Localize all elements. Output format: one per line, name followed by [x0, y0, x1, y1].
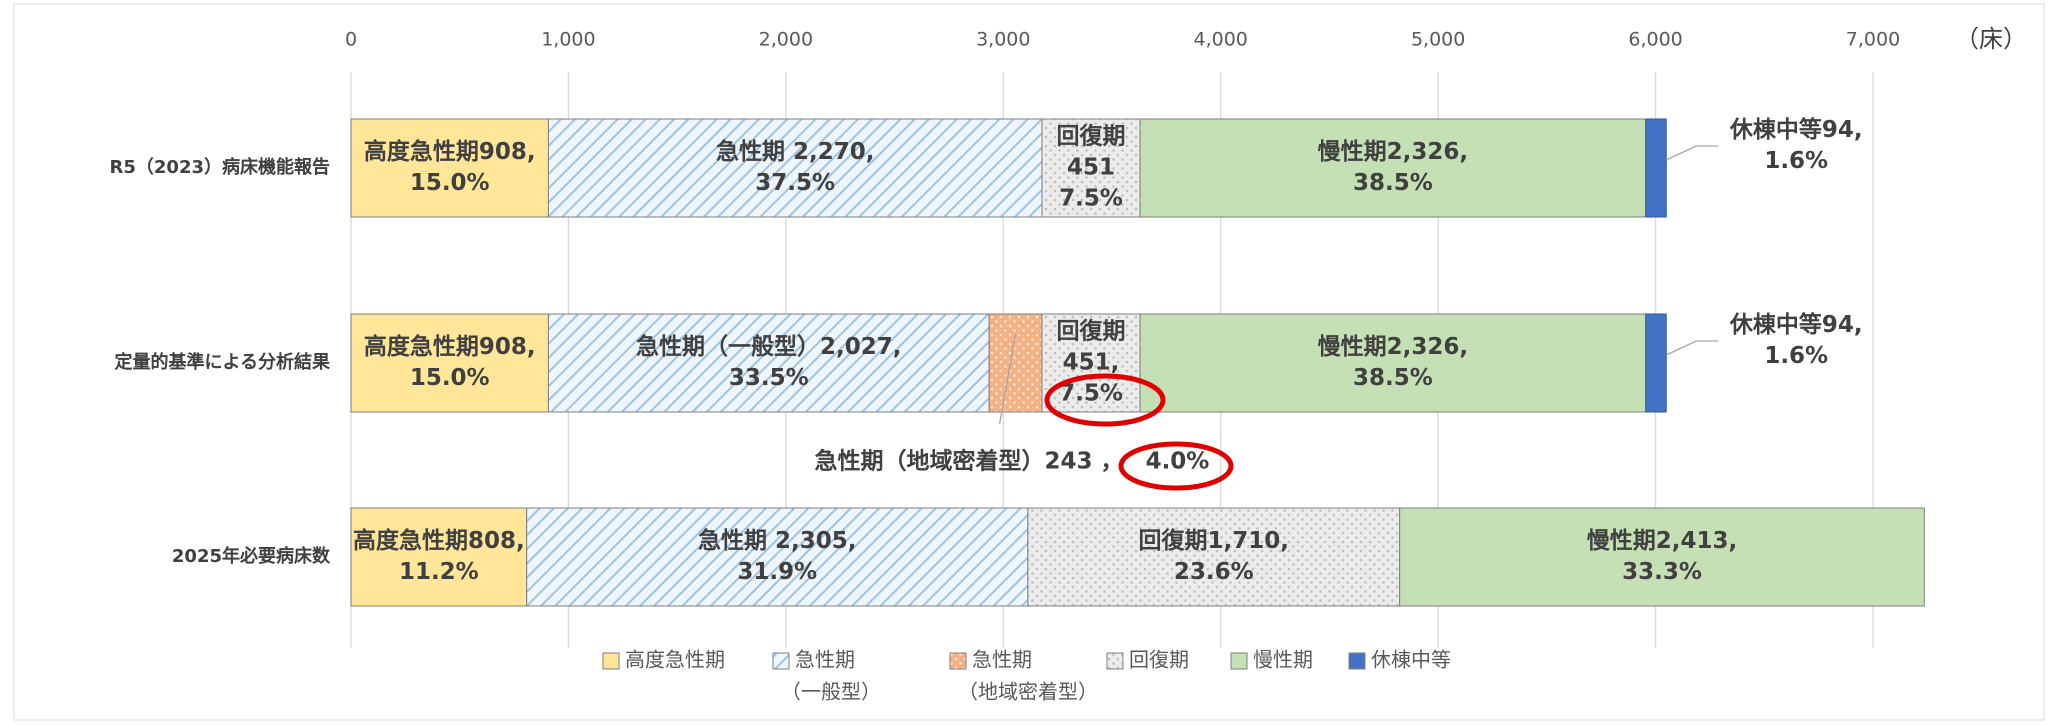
leader-line	[998, 333, 1017, 425]
x-tick-label: 1,000	[541, 29, 595, 51]
frame	[13, 3, 2045, 721]
x-tick-label: 7,000	[1846, 29, 1900, 51]
bar-segment	[350, 313, 549, 413]
x-tick-label: 2,000	[759, 29, 813, 51]
category-label: 2025年必要病床数	[172, 545, 331, 567]
value-label: 7.5%	[1059, 381, 1123, 407]
value-label: 休棟中等94,	[1729, 311, 1863, 338]
value-label: 慢性期2,413,	[1587, 527, 1738, 554]
legend-swatch	[1348, 652, 1366, 670]
highlight-circle	[1044, 373, 1166, 427]
value-label: 慢性期2,326,	[1318, 333, 1469, 360]
value-label: 11.2%	[399, 559, 479, 585]
value-label: 高度急性期908,	[364, 138, 536, 165]
bar-segment	[526, 507, 1029, 607]
value-label: 1.6%	[1764, 148, 1828, 174]
value-label: 高度急性期808,	[353, 527, 525, 554]
leader-line	[1665, 340, 1719, 356]
leader-line	[1665, 145, 1719, 161]
legend-label: 高度急性期	[625, 648, 725, 672]
highlight-circle	[1118, 441, 1234, 491]
axis-unit: （床）	[1955, 25, 2027, 53]
x-tick-label: 5,000	[1411, 29, 1465, 51]
legend-swatch	[772, 652, 790, 670]
bar-segment	[1645, 118, 1667, 218]
value-label: 33.3%	[1622, 559, 1702, 585]
value-label: 急性期 2,305,	[698, 527, 857, 554]
bar-segment	[1139, 118, 1647, 218]
legend-label: （一般型）	[781, 680, 881, 704]
value-label: 451,	[1063, 350, 1120, 376]
value-label: 38.5%	[1353, 365, 1433, 391]
value-label: 7.5%	[1059, 186, 1123, 212]
value-label: 回復期1,710,	[1139, 527, 1290, 554]
x-tick-label: 4,000	[1194, 29, 1248, 51]
value-label: 1.6%	[1764, 343, 1828, 369]
value-label: 急性期（一般型）2,027,	[636, 333, 902, 360]
bar-segment	[988, 313, 1043, 413]
value-label: 15.0%	[410, 170, 490, 196]
value-label: 急性期 2,270,	[716, 138, 875, 165]
bar-segment	[1645, 313, 1667, 413]
value-label: 急性期（地域密着型）243 ，	[815, 448, 1124, 475]
bar-segment	[1041, 118, 1141, 218]
x-tick-label: 3,000	[976, 29, 1030, 51]
legend-swatch	[1230, 652, 1248, 670]
legend-label: （地域密着型）	[958, 680, 1098, 704]
bar-segment	[1027, 507, 1401, 607]
bar-segment	[1399, 507, 1925, 607]
value-label: 38.5%	[1353, 170, 1433, 196]
value-label: 高度急性期908,	[364, 333, 536, 360]
legend-label: 急性期	[972, 648, 1032, 672]
bar-segment	[350, 118, 549, 218]
legend-label: 急性期	[795, 648, 855, 672]
bar-segment	[547, 118, 1043, 218]
legend-label: 回復期	[1129, 648, 1189, 672]
value-label: 451	[1067, 155, 1115, 181]
value-label: 15.0%	[410, 365, 490, 391]
value-label: 31.9%	[737, 559, 817, 585]
value-label: 23.6%	[1174, 559, 1254, 585]
value-label: 33.5%	[729, 365, 809, 391]
value-label: 慢性期2,326,	[1318, 138, 1469, 165]
legend-label: 休棟中等	[1371, 648, 1451, 672]
category-label: 定量的基準による分析結果	[115, 351, 331, 373]
legend-swatch	[602, 652, 620, 670]
legend-swatch	[949, 652, 967, 670]
x-tick-label: 6,000	[1628, 29, 1682, 51]
value-label: 37.5%	[755, 170, 835, 196]
bar-segment	[1041, 313, 1141, 413]
value-label: 4.0%	[1146, 449, 1210, 475]
value-label: 回復期	[1057, 123, 1126, 150]
bar-segment	[547, 313, 990, 413]
value-label: 回復期	[1057, 318, 1126, 345]
category-label: R5（2023）病床機能報告	[110, 156, 330, 178]
value-label: 休棟中等94,	[1729, 116, 1863, 143]
legend-label: 慢性期	[1253, 648, 1313, 672]
x-tick-label: 0	[345, 29, 357, 51]
legend-swatch	[1106, 652, 1124, 670]
bar-segment	[1139, 313, 1647, 413]
bar-segment	[350, 507, 528, 607]
